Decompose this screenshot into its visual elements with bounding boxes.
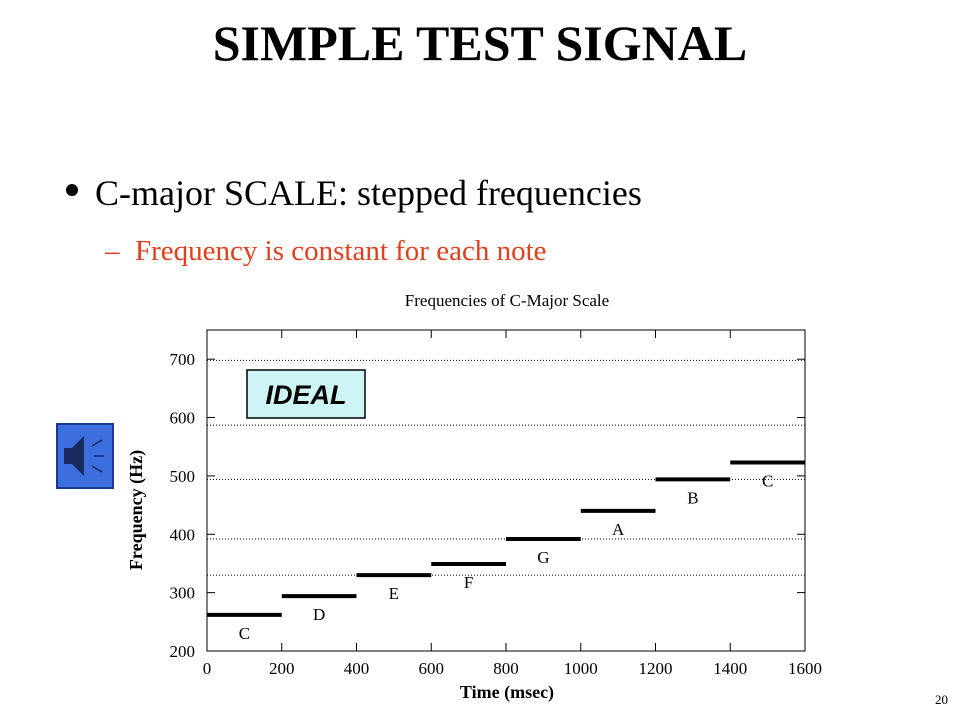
x-axis-label: Time (msec) xyxy=(460,682,554,703)
x-tick-label: 1600 xyxy=(788,659,822,678)
x-tick-label: 600 xyxy=(419,659,445,678)
page-number: 20 xyxy=(935,692,948,707)
y-tick-label: 400 xyxy=(170,525,196,544)
note-label: B xyxy=(687,488,698,507)
chart-title: Frequencies of C-Major Scale xyxy=(405,291,609,310)
bullet-dot xyxy=(66,184,78,196)
y-tick-label: 700 xyxy=(170,350,196,369)
x-tick-label: 1200 xyxy=(639,659,673,678)
bullet: C-major SCALE: stepped frequencies xyxy=(95,173,642,213)
x-tick-label: 1400 xyxy=(713,659,747,678)
x-tick-label: 800 xyxy=(493,659,519,678)
note-label: F xyxy=(464,573,473,592)
y-tick-label: 500 xyxy=(170,467,196,486)
speaker-icon xyxy=(56,423,114,489)
note-label: C xyxy=(239,624,250,643)
y-tick-label: 200 xyxy=(170,642,196,661)
y-axis-label: Frequency (Hz) xyxy=(126,450,147,570)
annotation: IDEAL xyxy=(266,380,347,410)
y-tick-label: 600 xyxy=(170,409,196,428)
note-label: C xyxy=(762,471,773,490)
x-tick-label: 0 xyxy=(203,659,212,678)
y-tick-label: 300 xyxy=(170,584,196,603)
dash: – xyxy=(104,235,120,267)
note-label: D xyxy=(313,605,325,624)
x-tick-label: 200 xyxy=(269,659,295,678)
note-label: A xyxy=(612,520,625,539)
note-label: G xyxy=(537,548,549,567)
sub-bullet: Frequency is constant for each note xyxy=(135,235,547,267)
x-tick-label: 400 xyxy=(344,659,370,678)
x-tick-label: 1000 xyxy=(564,659,598,678)
note-label: E xyxy=(389,584,399,603)
annotation-box xyxy=(246,369,366,419)
slide-title: SIMPLE TEST SIGNAL xyxy=(213,15,747,71)
